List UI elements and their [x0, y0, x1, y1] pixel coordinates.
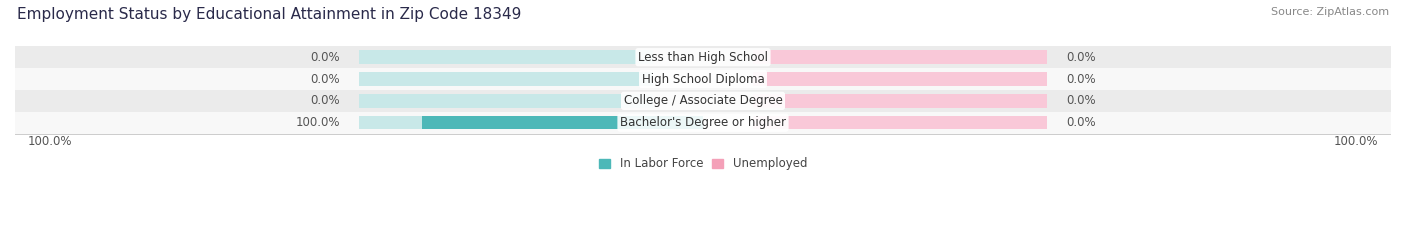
Text: 100.0%: 100.0%	[28, 135, 72, 148]
Text: 0.0%: 0.0%	[311, 51, 340, 64]
Text: 0.0%: 0.0%	[1066, 116, 1095, 129]
Text: 0.0%: 0.0%	[311, 94, 340, 107]
Text: Less than High School: Less than High School	[638, 51, 768, 64]
Bar	[754, 50, 1047, 64]
Text: Employment Status by Educational Attainment in Zip Code 18349: Employment Status by Educational Attainm…	[17, 7, 522, 22]
Text: Source: ZipAtlas.com: Source: ZipAtlas.com	[1271, 7, 1389, 17]
Bar	[15, 68, 1391, 90]
Bar	[754, 72, 1047, 86]
Bar	[422, 116, 703, 130]
Bar	[359, 72, 652, 86]
Bar	[754, 94, 1047, 108]
Text: College / Associate Degree: College / Associate Degree	[624, 94, 782, 107]
Bar	[359, 50, 652, 64]
Text: 0.0%: 0.0%	[1066, 51, 1095, 64]
Text: 100.0%: 100.0%	[295, 116, 340, 129]
Bar	[15, 90, 1391, 112]
Bar	[15, 46, 1391, 68]
Text: Bachelor's Degree or higher: Bachelor's Degree or higher	[620, 116, 786, 129]
Bar	[15, 112, 1391, 134]
Text: High School Diploma: High School Diploma	[641, 72, 765, 86]
Text: 0.0%: 0.0%	[1066, 94, 1095, 107]
Legend: In Labor Force, Unemployed: In Labor Force, Unemployed	[599, 158, 807, 171]
Text: 0.0%: 0.0%	[311, 72, 340, 86]
Bar	[359, 94, 652, 108]
Text: 0.0%: 0.0%	[1066, 72, 1095, 86]
Text: 100.0%: 100.0%	[1334, 135, 1378, 148]
Bar	[359, 116, 652, 130]
Bar	[754, 116, 1047, 130]
